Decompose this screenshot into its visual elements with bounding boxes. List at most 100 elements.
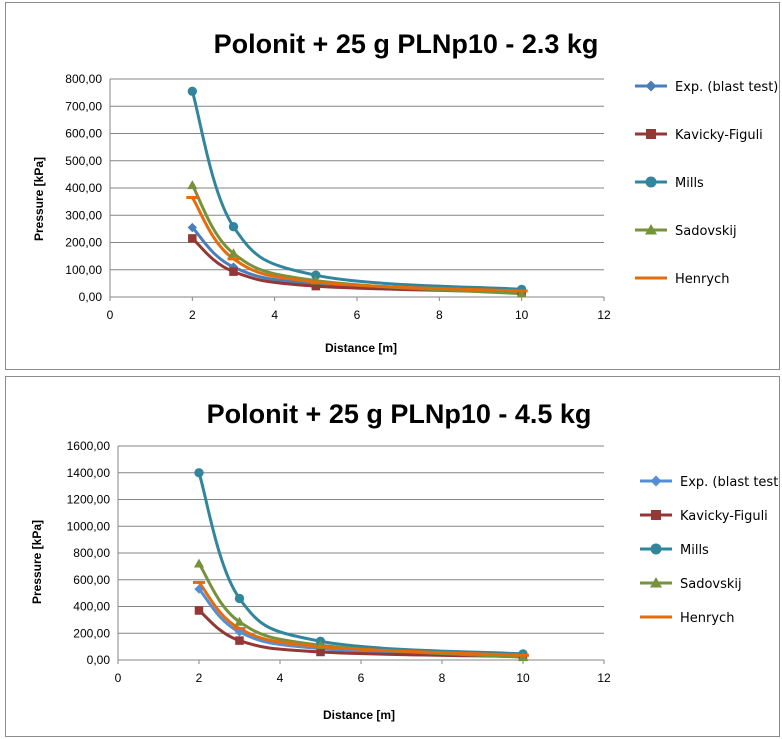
data-point — [194, 606, 204, 615]
y-tick-label: 200,00 — [65, 236, 102, 250]
legend-label: Kavicky-Figuli — [680, 509, 768, 524]
x-tick-label: 0 — [115, 671, 122, 685]
data-point — [234, 616, 245, 626]
legend-marker — [645, 224, 657, 235]
data-point — [229, 267, 238, 276]
y-tick-label: 400,00 — [73, 600, 110, 614]
y-tick-label: 600,00 — [73, 573, 110, 587]
series-line — [190, 89, 524, 291]
chart-title: Polonit + 25 g PLNp10 - 2.3 kg — [214, 29, 599, 59]
data-point — [233, 627, 246, 631]
y-tick-label: 0,00 — [79, 290, 103, 304]
legend-label: Sadovskij — [680, 577, 742, 592]
y-tick-label: 400,00 — [65, 181, 102, 195]
legend: Exp. (blast test) Kavicky-Figuli Mills Sado… — [635, 80, 778, 287]
x-tick-label: 6 — [354, 308, 361, 322]
tick-labels: 0,00 100,00 200,00 300,00 400,00 500,00 600,00… — [65, 72, 611, 322]
data-point — [516, 288, 527, 298]
data-point — [235, 636, 244, 645]
y-axis-label: Pressure [kPa] — [30, 520, 44, 604]
data-point — [228, 222, 239, 232]
x-tick-label: 10 — [515, 308, 529, 322]
axes — [117, 446, 605, 664]
legend-marker — [646, 129, 656, 139]
gridlines — [118, 445, 604, 661]
series-lines — [197, 471, 525, 659]
chart-svg-2-3kg: Polonit + 25 g PLNp10 - 2.3 kg 0,00 100,0… — [32, 29, 778, 355]
legend-marker — [650, 615, 662, 619]
x-tick-label: 12 — [597, 671, 611, 685]
y-tick-label: 1400,00 — [67, 466, 111, 480]
series-markers — [186, 86, 528, 298]
x-tick-label: 10 — [516, 671, 530, 685]
x-axis-label: Distance [m] — [323, 708, 395, 722]
data-point — [187, 222, 198, 233]
y-tick-label: 0,00 — [87, 653, 111, 667]
x-tick-label: 6 — [358, 671, 365, 685]
x-axis-label: Distance [m] — [325, 341, 397, 355]
legend-label: Exp. (blast test) — [680, 475, 779, 490]
x-tick-label: 8 — [436, 308, 443, 322]
data-point — [193, 558, 205, 568]
chart-svg-4-5kg: Polonit + 25 g PLNp10 - 4.5 kg 0,00 200,0… — [30, 399, 779, 722]
series-line — [197, 471, 525, 656]
x-tick-label: 4 — [271, 308, 278, 322]
legend-label: Henrych — [675, 272, 729, 287]
series-line — [197, 580, 525, 657]
axes — [109, 79, 605, 301]
data-point — [187, 86, 198, 96]
y-tick-label: 500,00 — [65, 154, 102, 168]
legend-label: Kavicky-Figuli — [675, 128, 763, 143]
data-point — [234, 593, 245, 604]
legend-label: Henrych — [680, 611, 734, 626]
legend-marker — [645, 276, 657, 280]
chart-panel-2-3kg: Polonit + 25 g PLNp10 - 2.3 kg 0,00 100,0… — [5, 2, 780, 370]
chart-panel-4-5kg: Polonit + 25 g PLNp10 - 4.5 kg 0,00 200,0… — [5, 376, 780, 737]
data-point — [228, 262, 239, 272]
x-tick-label: 0 — [107, 308, 114, 322]
legend-label: Sadovskij — [675, 224, 737, 239]
data-point — [314, 645, 327, 649]
series-line — [190, 196, 524, 293]
data-point — [187, 180, 198, 190]
chart-title: Polonit + 25 g PLNp10 - 4.5 kg — [207, 399, 592, 429]
data-point — [517, 653, 529, 657]
y-tick-label: 200,00 — [73, 626, 110, 640]
legend-marker — [645, 176, 657, 188]
legend: Exp. (blast test) Kavicky-Figuli Mills Sado… — [640, 475, 779, 626]
data-point — [186, 196, 199, 200]
x-tick-label: 2 — [189, 308, 196, 322]
y-tick-label: 800,00 — [65, 72, 102, 86]
x-tick-label: 2 — [196, 671, 203, 685]
y-tick-label: 300,00 — [65, 208, 102, 222]
data-point — [515, 289, 528, 293]
legend-label: Mills — [675, 176, 704, 191]
data-point — [227, 257, 240, 261]
legend-marker — [650, 475, 662, 487]
y-tick-label: 1600,00 — [67, 439, 111, 453]
y-tick-label: 700,00 — [65, 99, 102, 113]
data-point — [193, 580, 205, 584]
data-point — [316, 647, 325, 657]
data-point — [311, 281, 321, 291]
data-point — [194, 584, 204, 594]
legend-label: Mills — [680, 543, 709, 558]
legend-label: Exp. (blast test) — [675, 80, 778, 95]
series-lines — [190, 89, 524, 296]
data-point — [188, 234, 197, 243]
y-tick-label: 1200,00 — [67, 493, 111, 507]
x-tick-label: 4 — [277, 671, 284, 685]
x-tick-label: 12 — [597, 308, 611, 322]
y-tick-label: 100,00 — [65, 263, 102, 277]
gridlines — [110, 78, 604, 298]
y-tick-label: 800,00 — [73, 546, 110, 560]
y-tick-label: 1000,00 — [67, 519, 111, 533]
data-point — [309, 280, 322, 284]
y-tick-label: 600,00 — [65, 127, 102, 141]
legend-marker — [645, 80, 657, 92]
data-point — [228, 248, 239, 258]
y-axis-label: Pressure [kPa] — [32, 157, 46, 241]
x-tick-label: 8 — [439, 671, 446, 685]
legend-marker — [650, 543, 662, 555]
series-markers — [193, 468, 529, 662]
